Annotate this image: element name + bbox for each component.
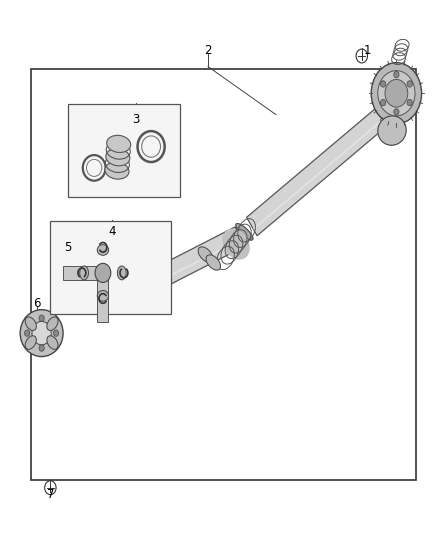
Text: 3: 3 [132,114,139,126]
Ellipse shape [378,71,415,116]
Text: 1: 1 [364,44,372,57]
Polygon shape [253,95,411,230]
Circle shape [394,109,399,115]
Bar [68,104,180,197]
Text: 5: 5 [64,241,71,254]
Ellipse shape [47,336,58,349]
Text: 7: 7 [46,488,54,501]
Text: 2: 2 [204,44,212,57]
Ellipse shape [223,229,250,260]
Circle shape [39,315,44,321]
Ellipse shape [206,255,221,270]
Circle shape [32,321,51,345]
Ellipse shape [97,290,109,301]
Circle shape [407,100,412,106]
Ellipse shape [20,310,63,357]
Circle shape [39,345,44,351]
Ellipse shape [198,247,213,262]
Circle shape [394,71,399,78]
Polygon shape [152,227,242,290]
Ellipse shape [105,162,129,179]
Circle shape [53,330,59,336]
Ellipse shape [47,317,58,330]
Ellipse shape [117,266,126,280]
Ellipse shape [80,266,88,280]
Text: 4: 4 [108,225,116,238]
Bar [97,273,108,322]
Polygon shape [156,239,240,284]
Polygon shape [247,84,415,236]
Ellipse shape [25,336,36,349]
Circle shape [381,81,386,87]
Ellipse shape [385,79,408,107]
Ellipse shape [378,116,406,146]
Circle shape [407,81,412,87]
Bar [31,69,416,480]
Circle shape [381,100,386,106]
Circle shape [25,330,30,336]
Text: 6: 6 [33,297,41,310]
Ellipse shape [107,135,131,152]
Bar [63,266,103,279]
Ellipse shape [25,317,36,330]
Ellipse shape [371,63,421,124]
Bar [50,221,171,314]
Ellipse shape [97,245,109,255]
Ellipse shape [106,149,130,166]
Circle shape [95,263,111,282]
Ellipse shape [236,223,253,240]
